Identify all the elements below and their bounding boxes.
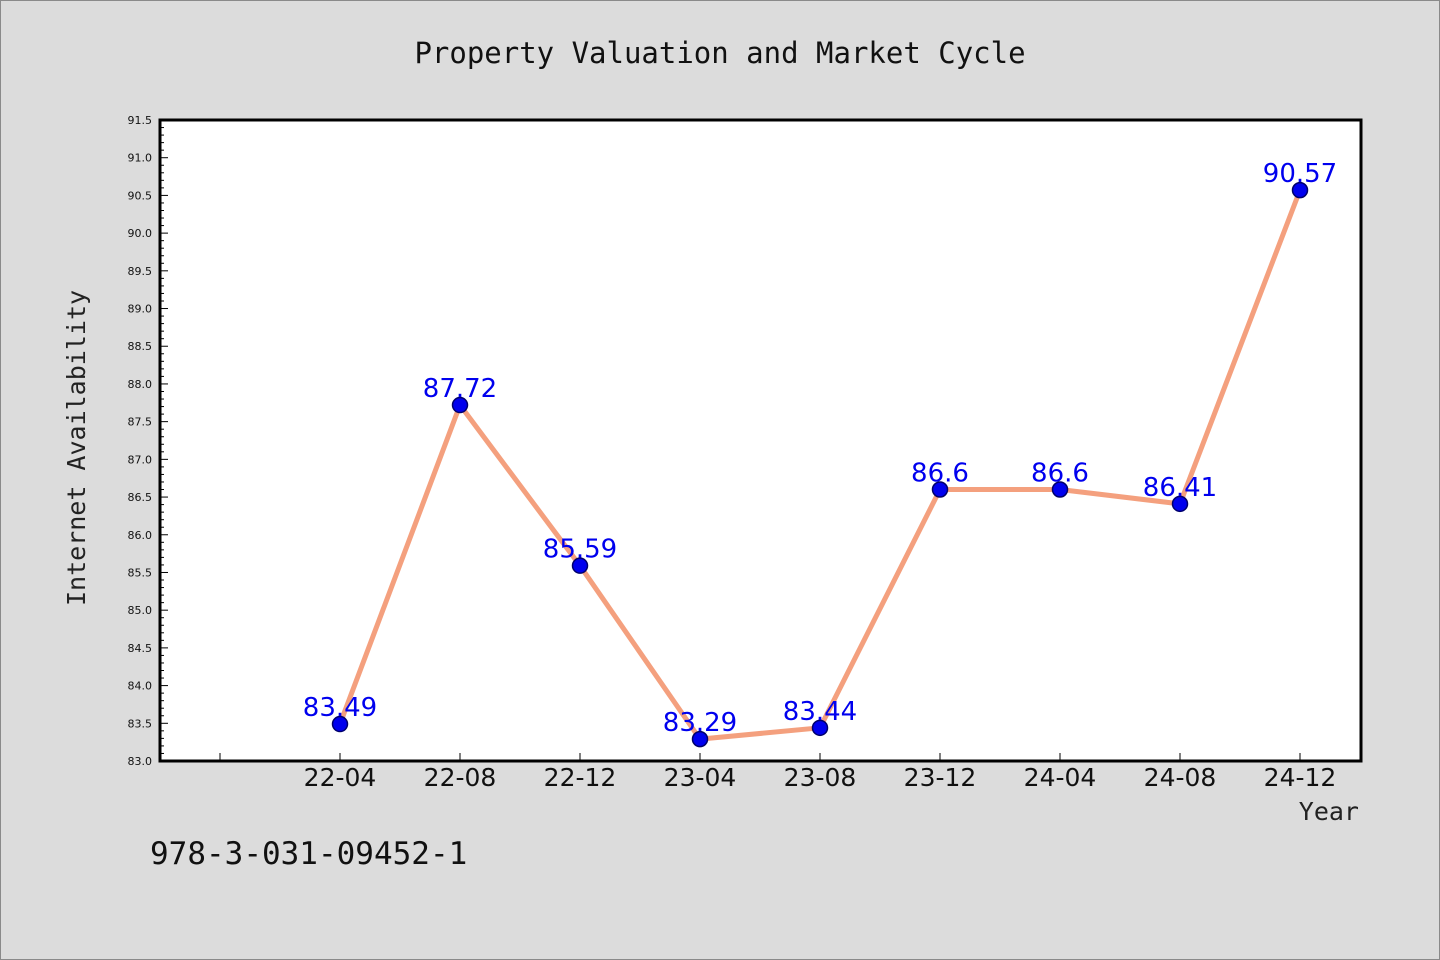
series-group — [331, 181, 1309, 748]
x-axis-ticks: 22-04 22-08 22-12 23-04 23-08 23-12 24-04 24-08… — [219, 753, 1337, 792]
x-tick-label: 24-04 — [1024, 763, 1097, 792]
data-label: 83.44 — [783, 697, 857, 727]
y-tick-label: 83.0 — [128, 755, 153, 768]
data-point — [811, 719, 829, 737]
data-label: 86.6 — [911, 459, 969, 489]
plot-border — [158, 118, 1363, 763]
data-label: 86.6 — [1031, 459, 1089, 489]
x-tick-label: 24-08 — [1144, 763, 1217, 792]
data-label: 85.59 — [543, 535, 617, 565]
y-axis-ticks: 83.0 83.5 84.0 84.5 85.0 85.5 86.0 86.5 87.0 87.5… — [128, 114, 168, 768]
y-tick-label: 86.5 — [128, 491, 153, 504]
y-tick-label: 87.0 — [128, 453, 153, 466]
x-tick-label: 22-04 — [304, 763, 377, 792]
y-tick-label: 90.5 — [128, 189, 153, 202]
x-tick-label: 23-08 — [784, 763, 857, 792]
y-tick-label: 90.0 — [128, 227, 153, 240]
y-tick-label: 85.5 — [128, 566, 153, 579]
y-tick-label: 89.0 — [128, 303, 153, 316]
data-point — [1291, 181, 1309, 199]
chart-title: Property Valuation and Market Cycle — [414, 36, 1025, 70]
y-tick-label: 84.5 — [128, 642, 153, 655]
x-tick-label: 24-12 — [1264, 763, 1337, 792]
x-tick-label: 22-08 — [424, 763, 497, 792]
x-tick-label: 22-12 — [544, 763, 617, 792]
y-tick-label: 83.5 — [128, 717, 153, 730]
y-tick-label: 91.0 — [128, 152, 153, 165]
y-tick-label: 89.5 — [128, 265, 153, 278]
data-label: 87.72 — [423, 374, 497, 404]
data-label: 83.29 — [663, 708, 737, 738]
isbn-text: 978-3-031-09452-1 — [150, 836, 467, 872]
y-tick-label: 85.0 — [128, 604, 153, 617]
y-tick-label: 84.0 — [128, 680, 153, 693]
x-tick-label: 23-12 — [904, 763, 977, 792]
data-point — [691, 730, 709, 748]
data-labels-group: 83.49 87.72 85.59 83.29 83.44 86.6 86.6 86.41 90… — [303, 159, 1337, 738]
data-point — [451, 396, 469, 414]
x-axis-label: Year — [1299, 797, 1359, 826]
data-label: 90.57 — [1263, 159, 1337, 189]
y-tick-label: 86.0 — [128, 529, 153, 542]
data-point — [1051, 481, 1069, 498]
y-tick-label: 91.5 — [128, 114, 153, 127]
x-tick-label: 23-04 — [664, 763, 737, 792]
data-point — [931, 481, 949, 498]
data-point — [1171, 495, 1189, 513]
y-axis-label: Internet Availability — [62, 290, 91, 606]
data-point — [571, 557, 589, 574]
data-label: 83.49 — [303, 693, 377, 723]
y-tick-label: 87.5 — [128, 416, 153, 429]
data-point — [331, 715, 349, 733]
plot-area — [160, 120, 1361, 761]
y-tick-label: 88.5 — [128, 340, 153, 353]
y-tick-label: 88.0 — [128, 378, 153, 391]
data-label: 86.41 — [1143, 473, 1217, 503]
